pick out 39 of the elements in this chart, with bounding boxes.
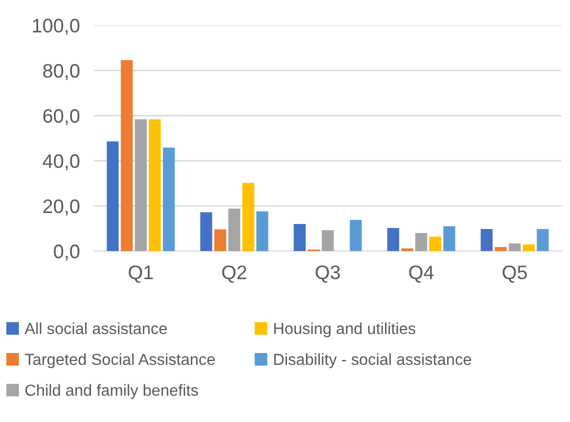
bar [429,236,442,252]
y-tick-label: 20,0 [43,199,80,216]
bar [162,148,175,252]
legend-label: Child and family benefits [25,384,198,400]
bar [387,228,400,252]
bar [228,208,240,252]
bar [200,212,212,252]
y-tick-label: 40,0 [42,154,80,170]
x-tick-label: Q1 [128,265,153,283]
x-tick-label: Q5 [502,265,527,283]
bar [148,119,161,252]
bar [415,233,428,252]
bar [322,230,334,252]
y-tick-label: 100,0 [32,18,80,35]
bar [214,229,226,252]
y-tick-label: 0,0 [54,244,80,261]
legend-label: Targeted Social Assistance [24,353,215,368]
bar [134,119,147,252]
bar [256,211,268,252]
bar [536,228,549,252]
bar [494,247,507,252]
bar [480,228,493,252]
y-tick-label: 80,0 [43,64,80,80]
bar [294,224,306,252]
bar [120,60,133,252]
bar [242,182,254,252]
legend-label: All social assistance [24,322,167,334]
bar [106,141,119,252]
y-tick-label: 60,0 [43,109,80,126]
bar [522,244,535,252]
x-tick-label: Q4 [409,265,434,283]
bar [508,243,521,252]
bar [401,248,414,252]
legend-label: Disability - social assistance [274,353,472,368]
x-tick-label: Q2 [222,265,246,283]
bar [350,220,362,252]
bar [443,226,456,252]
legend-label: Housing and utilities [274,322,416,338]
x-tick-label: Q3 [316,265,340,283]
